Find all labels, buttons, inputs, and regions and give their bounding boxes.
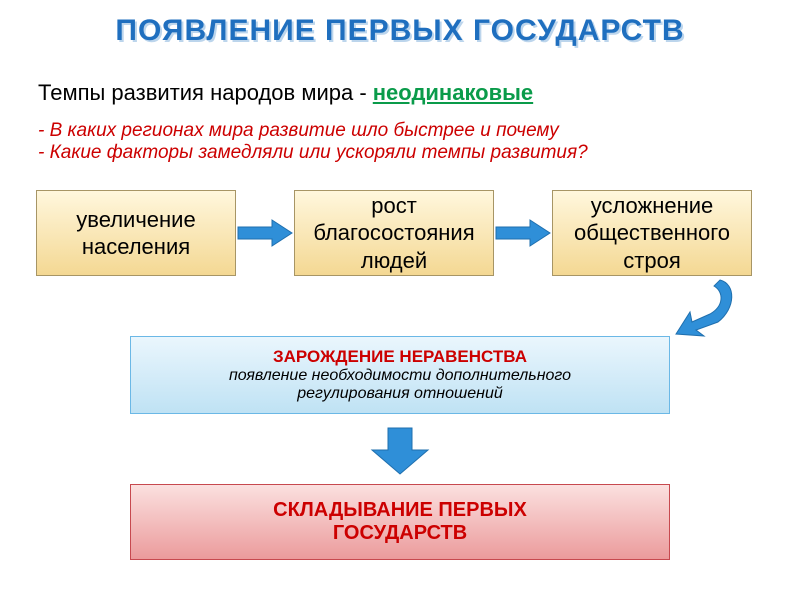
box2-l2: общественного [574, 219, 730, 247]
subtitle: Темпы развития народов мира - неодинаков… [38, 80, 533, 106]
arrow-right-2 [494, 218, 552, 248]
top-row: увеличение населения рост благосостояния… [36, 190, 764, 276]
mid-sub2: регулирования отношений [143, 385, 657, 403]
subtitle-prefix: Темпы развития народов мира - [38, 80, 373, 105]
question-line-1: - В каких регионах мира развитие шло быс… [38, 120, 588, 142]
box2-l3: строя [623, 247, 680, 275]
mid-heading: ЗАРОЖДЕНИЕ НЕРАВЕНСТВА [143, 347, 657, 367]
subtitle-emphasis: неодинаковые [373, 80, 533, 105]
final-l1: СКЛАДЫВАНИЕ ПЕРВЫХ [141, 499, 659, 522]
down-arrow [370, 426, 430, 481]
title-text: ПОЯВЛЕНИЕ ПЕРВЫХ ГОСУДАРСТВ [115, 14, 684, 48]
slide-title: ПОЯВЛЕНИЕ ПЕРВЫХ ГОСУДАРСТВ [0, 14, 800, 48]
box-social: усложнение общественного строя [552, 190, 752, 276]
box-welfare: рост благосостояния людей [294, 190, 494, 276]
box0-l1: увеличение [76, 206, 195, 234]
curve-arrow [670, 278, 740, 343]
final-box: СКЛАДЫВАНИЕ ПЕРВЫХ ГОСУДАРСТВ [130, 484, 670, 560]
question-line-2: - Какие факторы замедляли или ускоряли т… [38, 142, 588, 164]
box-population: увеличение населения [36, 190, 236, 276]
box1-l2: благосостояния [313, 219, 474, 247]
arrow-right-1 [236, 218, 294, 248]
final-l2: ГОСУДАРСТВ [141, 522, 659, 545]
inequality-box: ЗАРОЖДЕНИЕ НЕРАВЕНСТВА появление необход… [130, 336, 670, 414]
box1-l3: людей [361, 247, 427, 275]
box2-l1: усложнение [591, 192, 714, 220]
slide: ПОЯВЛЕНИЕ ПЕРВЫХ ГОСУДАРСТВ Темпы развит… [0, 0, 800, 600]
questions: - В каких регионах мира развитие шло быс… [38, 120, 588, 164]
mid-sub1: появление необходимости дополнительного [143, 367, 657, 385]
box1-l1: рост [371, 192, 417, 220]
box0-l2: населения [82, 233, 190, 261]
